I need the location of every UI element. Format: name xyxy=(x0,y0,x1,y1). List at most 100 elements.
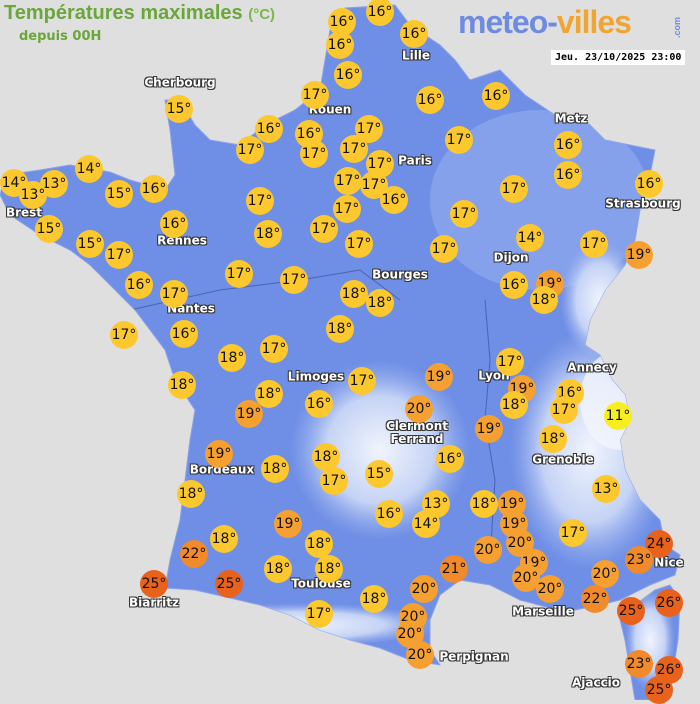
city-label: Bordeaux xyxy=(189,462,255,477)
temperature-marker: 18° xyxy=(340,280,368,308)
temperature-marker: 16° xyxy=(160,210,188,238)
logo-tld: .com xyxy=(672,16,682,38)
temperature-marker: 17° xyxy=(333,195,361,223)
temperature-marker: 18° xyxy=(470,490,498,518)
temperature-marker: 17° xyxy=(280,266,308,294)
temperature-marker: 17° xyxy=(260,335,288,363)
temperature-marker: 17° xyxy=(110,321,138,349)
temperature-marker: 15° xyxy=(165,95,193,123)
temperature-marker: 18° xyxy=(326,315,354,343)
temperature-marker: 18° xyxy=(264,555,292,583)
temperature-marker: 16° xyxy=(375,500,403,528)
city-label: Perpignan xyxy=(439,649,509,664)
temperature-marker: 18° xyxy=(177,480,205,508)
temperature-marker: 16° xyxy=(366,0,394,26)
temperature-marker: 20° xyxy=(474,536,502,564)
city-label: Brest xyxy=(5,205,43,220)
city-label: Strasbourg xyxy=(605,196,681,211)
temperature-marker: 23° xyxy=(625,650,653,678)
temperature-marker: 17° xyxy=(348,367,376,395)
temperature-marker: 16° xyxy=(416,86,444,114)
temperature-marker: 17° xyxy=(236,136,264,164)
city-label: Dijon xyxy=(493,250,529,265)
city-label: Rennes xyxy=(157,233,207,248)
temperature-marker: 11° xyxy=(604,402,632,430)
city-label: Nice xyxy=(654,555,684,570)
temperature-marker: 17° xyxy=(430,235,458,263)
city-label: Cherbourg xyxy=(144,75,216,90)
city-label: Ajaccio xyxy=(571,675,621,690)
city-label: Clermont Ferrand xyxy=(385,419,449,446)
temperature-marker: 15° xyxy=(76,230,104,258)
city-label: Biarritz xyxy=(128,595,180,610)
temperature-marker: 18° xyxy=(168,371,196,399)
temperature-marker: 16° xyxy=(380,186,408,214)
temperature-marker: 20° xyxy=(536,575,564,603)
temperature-marker: 15° xyxy=(105,180,133,208)
temperature-marker: 18° xyxy=(305,530,333,558)
temperature-marker: 17° xyxy=(500,175,528,203)
temperature-marker: 16° xyxy=(436,445,464,473)
temperature-marker: 14° xyxy=(516,224,544,252)
temperature-marker: 18° xyxy=(218,344,246,372)
temperature-marker: 17° xyxy=(559,519,587,547)
temperature-marker: 16° xyxy=(554,131,582,159)
temperature-marker: 18° xyxy=(500,391,528,419)
temperature-marker: 16° xyxy=(140,175,168,203)
temperature-marker: 17° xyxy=(305,600,333,628)
temperature-marker: 17° xyxy=(345,230,373,258)
temperature-marker: 17° xyxy=(340,135,368,163)
temperature-marker: 19° xyxy=(205,440,233,468)
temperature-marker: 19° xyxy=(475,415,503,443)
city-label: Paris xyxy=(398,153,432,168)
temperature-marker: 21° xyxy=(440,555,468,583)
temperature-marker: 18° xyxy=(315,555,343,583)
temperature-marker: 18° xyxy=(360,585,388,613)
temperature-marker: 14° xyxy=(412,510,440,538)
timestamp: Jeu. 23/10/2025 23:00 xyxy=(551,50,686,65)
temperature-marker: 16° xyxy=(326,31,354,59)
temperature-marker: 17° xyxy=(246,187,274,215)
temperature-marker: 25° xyxy=(645,676,673,704)
temperature-marker: 16° xyxy=(305,390,333,418)
page-title: Températures maximales (°C) xyxy=(4,2,275,25)
temperature-marker: 18° xyxy=(366,289,394,317)
temperature-marker: 16° xyxy=(635,170,663,198)
temperature-marker: 17° xyxy=(160,280,188,308)
city-label: Bourges xyxy=(372,267,428,282)
temperature-marker: 18° xyxy=(539,425,567,453)
temperature-marker: 20° xyxy=(405,395,433,423)
temperature-marker: 17° xyxy=(496,348,524,376)
temperature-marker: 20° xyxy=(410,575,438,603)
temperature-marker: 22° xyxy=(180,540,208,568)
city-label: Annecy xyxy=(567,360,617,375)
page-subtitle: depuis 00H xyxy=(19,29,102,44)
city-label: Lille xyxy=(401,48,431,63)
temperature-marker: 16° xyxy=(170,320,198,348)
temperature-marker: 17° xyxy=(320,467,348,495)
temperature-marker: 16° xyxy=(500,271,528,299)
temperature-marker: 16° xyxy=(554,161,582,189)
temperature-marker: 17° xyxy=(550,396,578,424)
temperature-marker: 17° xyxy=(334,167,362,195)
city-label: Marseille xyxy=(512,604,574,619)
temperature-marker: 22° xyxy=(581,585,609,613)
temperature-marker: 20° xyxy=(406,641,434,669)
temperature-marker: 13° xyxy=(19,181,47,209)
title-unit: (°C) xyxy=(248,6,276,23)
temperature-marker: 16° xyxy=(255,115,283,143)
temperature-marker: 17° xyxy=(300,140,328,168)
temperature-marker: 17° xyxy=(310,215,338,243)
temperature-marker: 16° xyxy=(334,61,362,89)
city-label: Metz xyxy=(554,111,588,126)
logo-part2: villes xyxy=(556,4,632,40)
temperature-marker: 17° xyxy=(450,200,478,228)
temperature-marker: 17° xyxy=(445,126,473,154)
temperature-marker: 14° xyxy=(75,155,103,183)
temperature-marker: 23° xyxy=(625,546,653,574)
temperature-marker: 18° xyxy=(312,443,340,471)
temperature-marker: 25° xyxy=(617,597,645,625)
temperature-marker: 19° xyxy=(425,363,453,391)
temperature-marker: 18° xyxy=(530,286,558,314)
temperature-marker: 18° xyxy=(210,525,238,553)
